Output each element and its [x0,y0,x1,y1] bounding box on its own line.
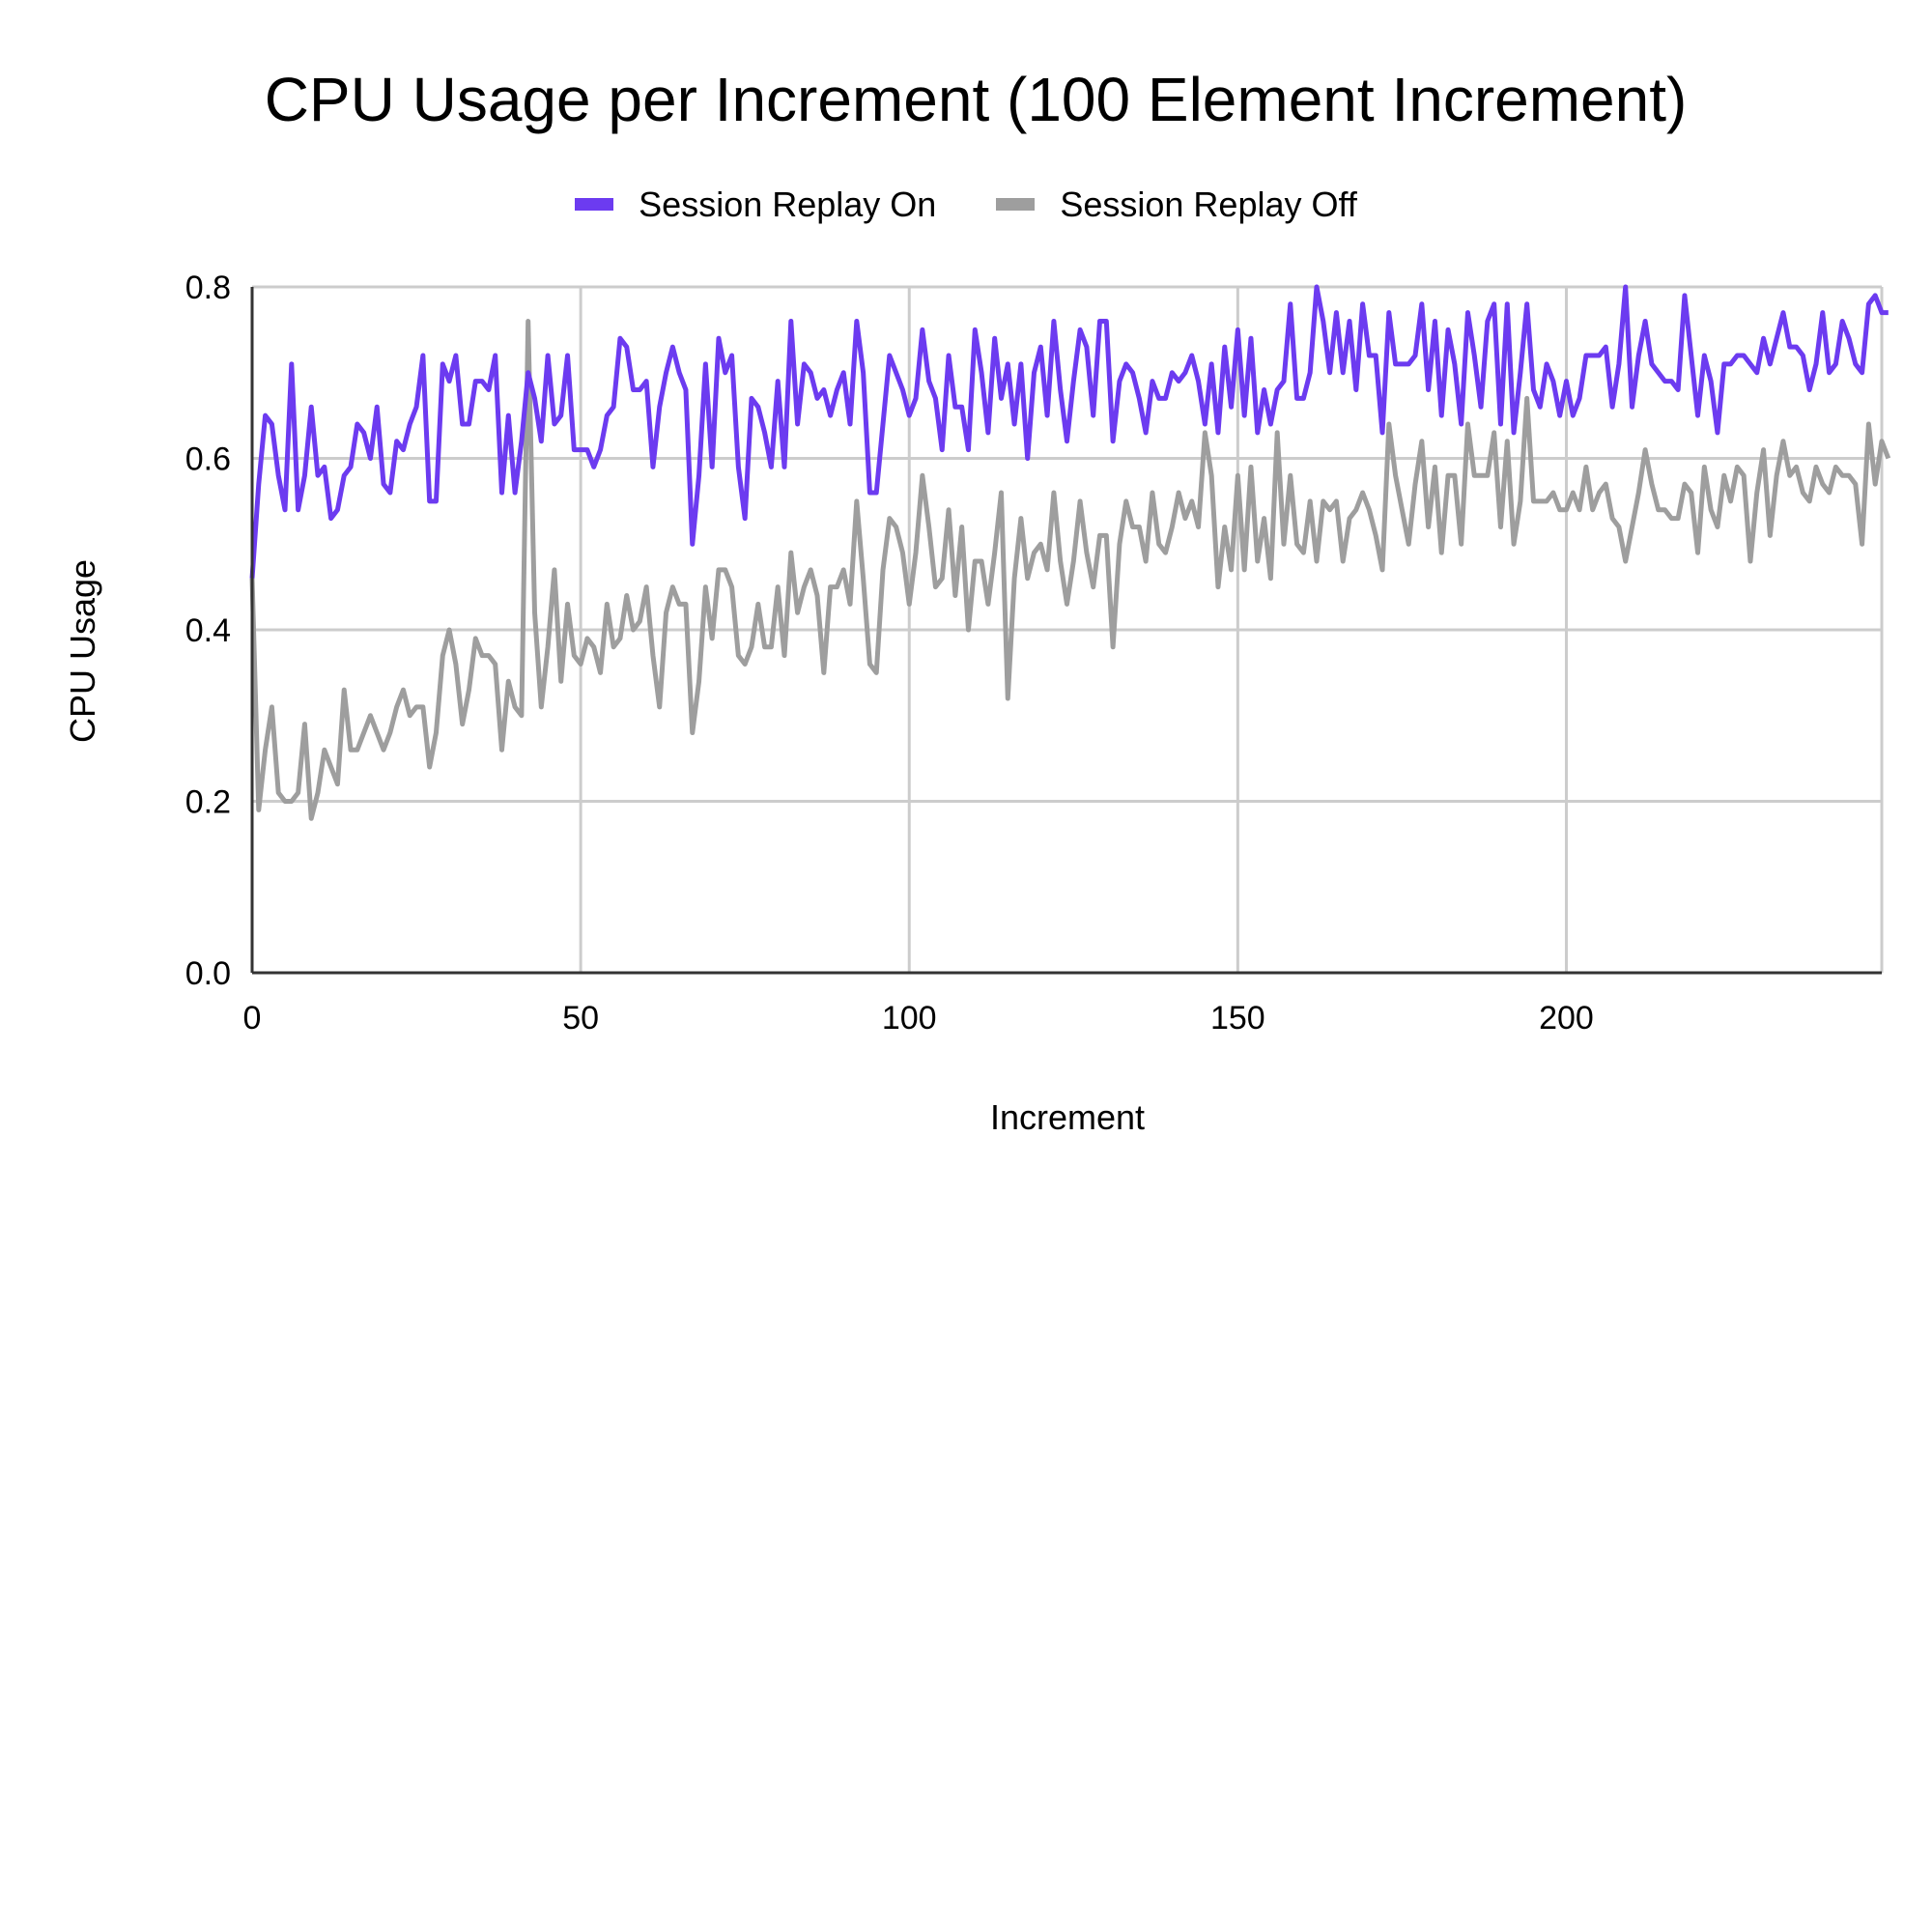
x-axis-label: Increment [989,1097,1146,1137]
y-tick-label: 0.6 [185,441,231,478]
y-tick-label: 0.2 [185,784,231,821]
y-tick-label: 0.0 [185,955,231,992]
legend-label-session-replay-on: Session Replay On [639,184,937,224]
series-line-session-replay-on [249,284,1889,579]
y-tick-label: 0.8 [185,270,231,306]
tick-labels: 0.0 0.2 0.4 0.6 0.8 0 50 100 150 200 [185,270,1594,1037]
series-lines [249,284,1891,821]
axes [250,287,1882,975]
legend-swatch-session-replay-off [996,198,1036,211]
x-tick-label: 100 [882,1000,937,1037]
x-tick-label: 200 [1539,1000,1594,1037]
legend-item-session-replay-off[interactable]: Session Replay Off [996,185,1357,225]
legend-swatch-session-replay-on [575,198,614,211]
y-tick-label: 0.4 [185,612,231,649]
x-tick-label: 0 [243,1000,262,1037]
legend-item-session-replay-on[interactable]: Session Replay On [575,185,936,225]
x-tick-label: 150 [1210,1000,1265,1037]
x-tick-label: 50 [562,1000,599,1037]
legend: Session Replay On Session Replay Off [0,179,1932,225]
chart-title: CPU Usage per Increment (100 Element Inc… [264,65,1688,134]
series-line-session-replay-off [249,319,1891,821]
legend-label-session-replay-off: Session Replay Off [1060,184,1357,224]
